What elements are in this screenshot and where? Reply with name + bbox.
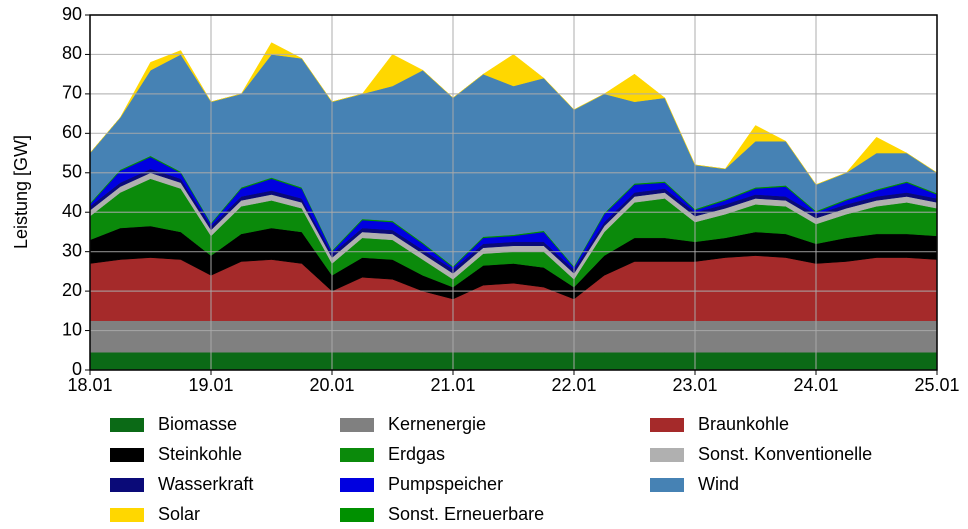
legend-label: Solar	[158, 504, 200, 524]
legend-swatch	[650, 478, 684, 492]
legend-swatch	[340, 418, 374, 432]
legend-swatch	[340, 448, 374, 462]
legend-label: Biomasse	[158, 414, 237, 434]
legend-label: Wasserkraft	[158, 474, 253, 494]
y-tick-label: 0	[72, 359, 82, 379]
legend-swatch	[650, 418, 684, 432]
x-tick-label: 20.01	[309, 375, 354, 395]
area	[89, 352, 938, 371]
legend-label: Braunkohle	[698, 414, 789, 434]
y-tick-label: 80	[62, 43, 82, 63]
x-tick-label: 21.01	[430, 375, 475, 395]
x-tick-label: 23.01	[672, 375, 717, 395]
legend-swatch	[110, 418, 144, 432]
legend-swatch	[110, 448, 144, 462]
legend-swatch	[340, 478, 374, 492]
y-tick-label: 50	[62, 162, 82, 182]
plot-frame	[89, 14, 938, 371]
legend-label: Wind	[698, 474, 739, 494]
x-tick-label: 25.01	[914, 375, 959, 395]
y-tick-label: 30	[62, 240, 82, 260]
y-tick-label: 20	[62, 280, 82, 300]
legend-label: Sonst. Erneuerbare	[388, 504, 544, 524]
legend-label: Erdgas	[388, 444, 445, 464]
legend-label: Sonst. Konventionelle	[698, 444, 872, 464]
legend-swatch	[110, 478, 144, 492]
y-axis-label: Leistung [GW]	[11, 135, 31, 249]
x-tick-label: 18.01	[67, 375, 112, 395]
y-tick-label: 70	[62, 83, 82, 103]
y-tick-label: 90	[62, 4, 82, 24]
y-tick-label: 10	[62, 319, 82, 339]
legend-swatch	[110, 508, 144, 522]
area	[89, 320, 938, 353]
legend-swatch	[340, 508, 374, 522]
legend-label: Kernenergie	[388, 414, 486, 434]
x-tick-label: 22.01	[551, 375, 596, 395]
legend-label: Pumpspeicher	[388, 474, 503, 494]
legend-label: Steinkohle	[158, 444, 242, 464]
y-tick-label: 60	[62, 122, 82, 142]
legend-swatch	[650, 448, 684, 462]
x-tick-label: 19.01	[188, 375, 233, 395]
y-tick-label: 40	[62, 201, 82, 221]
x-tick-label: 24.01	[793, 375, 838, 395]
